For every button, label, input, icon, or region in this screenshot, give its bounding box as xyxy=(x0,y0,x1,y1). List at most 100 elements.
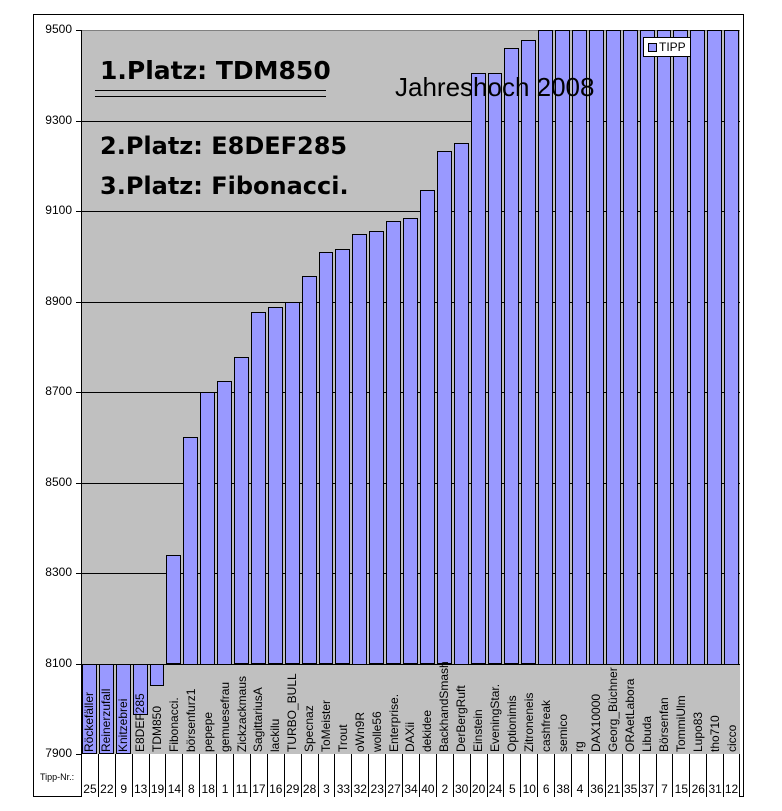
category-label: cashfreak xyxy=(538,699,553,752)
bar xyxy=(673,30,689,665)
category-label-cell: Börsenfan xyxy=(656,664,673,754)
tipp-number: 11 xyxy=(233,754,250,797)
category-label-cell: Fibonacci. xyxy=(165,664,182,754)
gridline xyxy=(81,211,740,212)
category-label-cell: Zickzackmaus xyxy=(233,664,250,754)
tipp-number: 13 xyxy=(131,754,149,797)
y-tick-label: 8100 xyxy=(45,655,72,670)
place3-prefix: 3.Platz: xyxy=(100,172,203,200)
tipp-number: 35 xyxy=(621,754,639,797)
category-label-cell: wolle56 xyxy=(368,664,385,754)
category-label-cell: Libuda xyxy=(639,664,656,754)
bar xyxy=(318,251,334,665)
place3-annotation: 3.Platz: Fibonacci. xyxy=(100,172,349,200)
category-label-cell: lackilu xyxy=(267,664,284,754)
category-label-cell: Optionimis xyxy=(503,664,520,754)
tipp-number: 5 xyxy=(503,754,520,797)
category-label: Röckefäller xyxy=(82,691,97,752)
category-label-cell: gemuesefrau xyxy=(216,664,233,754)
y-tick-mark xyxy=(76,30,81,31)
tipp-number: 9 xyxy=(114,754,132,797)
bar xyxy=(301,275,317,665)
tipp-number: 25 xyxy=(81,754,98,797)
y-tick-label: 7900 xyxy=(45,746,72,760)
tipp-number: 34 xyxy=(402,754,419,797)
category-label: Einstein xyxy=(471,709,486,752)
bar xyxy=(436,150,452,665)
category-label: TDM850 xyxy=(150,705,165,752)
category-label-cell: Reinerzufall xyxy=(98,664,115,754)
y-tick-mark xyxy=(76,482,81,484)
bar xyxy=(335,249,351,665)
category-label: börsenfurz1 xyxy=(183,688,198,752)
category-label: DerBergRuft xyxy=(454,685,469,752)
category-label-cell: EveningStar. xyxy=(487,664,504,754)
bar xyxy=(724,30,739,665)
tipp-number: 3 xyxy=(317,754,335,797)
tipp-number: 27 xyxy=(385,754,402,797)
bar xyxy=(369,230,385,665)
bar xyxy=(690,30,706,665)
bar xyxy=(622,30,638,665)
category-label-cell: Lupo83 xyxy=(689,664,706,754)
tipp-number: 40 xyxy=(418,754,436,797)
bar xyxy=(605,30,621,665)
category-label-cell: Knitzebrei xyxy=(115,664,132,754)
tipp-number: 31 xyxy=(706,754,723,797)
category-label: Zitroneneis xyxy=(521,692,536,752)
y-tick-mark xyxy=(76,754,81,755)
place2-annotation: 2.Platz: E8DEF285 xyxy=(100,132,348,160)
tipp-number: 8 xyxy=(182,754,199,797)
tipp-number: 21 xyxy=(604,754,622,797)
category-label: Optionimis xyxy=(504,695,519,752)
category-label: Enterprise. xyxy=(386,693,401,752)
category-label-cell: oWn9R xyxy=(351,664,368,754)
bar xyxy=(250,311,266,665)
tipp-number: 19 xyxy=(148,754,166,797)
category-label-cell: DerBergRuft xyxy=(453,664,470,754)
tipp-number: 6 xyxy=(537,754,554,797)
category-label: Börsenfan xyxy=(656,697,671,752)
y-tick-mark xyxy=(76,392,81,393)
bar xyxy=(166,554,182,665)
tipp-number: 36 xyxy=(587,754,605,797)
category-label-cell: TommiUlm xyxy=(672,664,689,754)
category-label-cell: semico xyxy=(554,664,571,754)
category-label-cell: ToMeister xyxy=(318,664,335,754)
bar xyxy=(234,357,249,665)
category-label-cell: TURBO_BULL xyxy=(284,664,301,754)
category-label: gemuesefrau xyxy=(217,681,232,752)
category-label-cell: Einstein xyxy=(470,664,487,754)
category-label-cell: Enterprise. xyxy=(385,664,402,754)
category-label: Knitzebrei xyxy=(116,698,131,752)
category-label-cell: BackhandSmash xyxy=(436,661,453,754)
tipp-number: 38 xyxy=(554,754,571,797)
bar xyxy=(555,30,571,665)
category-label: Reinerzufall xyxy=(99,688,114,752)
category-label-cell: DAXii xyxy=(402,664,419,754)
bar xyxy=(386,220,402,665)
tipp-number: 28 xyxy=(300,754,318,797)
category-label: Trout xyxy=(335,724,350,752)
bar xyxy=(521,39,537,665)
bar xyxy=(115,663,131,754)
category-label-cell: dekidee xyxy=(419,664,436,754)
category-label: lackilu xyxy=(268,718,283,752)
bar xyxy=(284,301,300,665)
category-label-cell: Trout xyxy=(334,664,351,754)
category-label: Zickzackmaus xyxy=(234,675,249,752)
category-label-cell: SagittariusA xyxy=(250,664,267,754)
category-label: semico xyxy=(555,713,570,752)
category-label: dekidee xyxy=(420,709,435,752)
bar xyxy=(588,30,604,665)
y-tick-mark xyxy=(76,211,81,212)
y-tick-mark xyxy=(76,663,81,665)
category-label: wolle56 xyxy=(369,711,384,752)
category-label-cell: rg xyxy=(571,664,588,754)
bar xyxy=(470,72,486,665)
tipp-number: 24 xyxy=(486,754,504,797)
category-label-cell: ORAetLabora xyxy=(622,664,639,754)
y-tick-label: 8900 xyxy=(45,293,72,308)
y-tick-label: 8300 xyxy=(45,565,72,579)
category-label: ORAetLabora xyxy=(623,678,638,752)
